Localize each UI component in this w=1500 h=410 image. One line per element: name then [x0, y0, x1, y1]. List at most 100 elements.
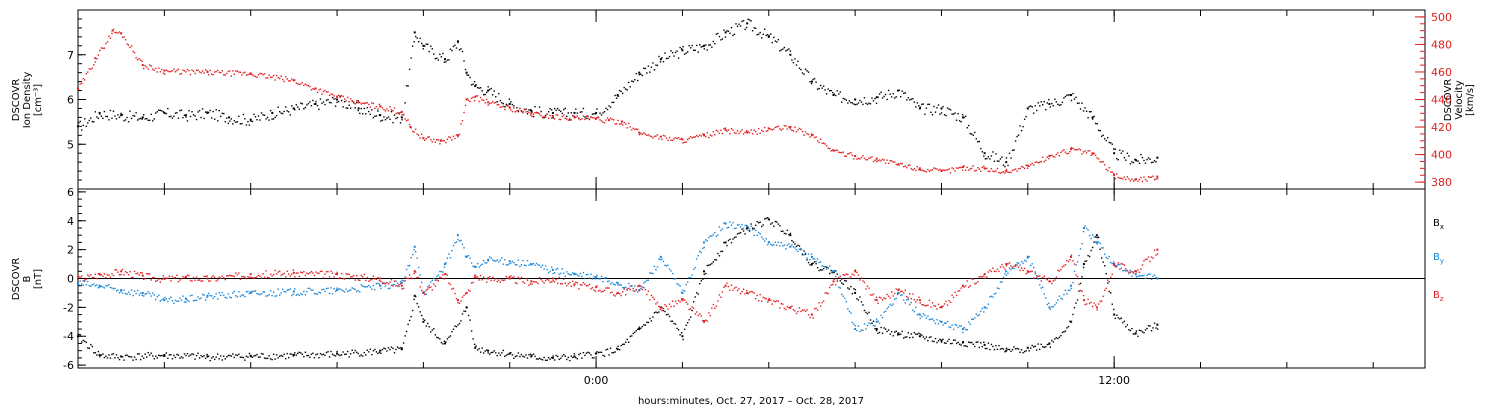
bx-sample	[333, 354, 335, 357]
velocity-sample	[1097, 158, 1100, 160]
velocity-sample	[555, 114, 557, 116]
bz-sample	[274, 269, 276, 272]
velocity-sample	[454, 137, 456, 140]
velocity-sample	[987, 170, 990, 173]
bz-sample	[756, 294, 758, 297]
density-sample	[549, 107, 551, 110]
by-sample	[315, 293, 317, 295]
velocity-sample	[165, 69, 168, 71]
bx-sample	[374, 348, 376, 351]
velocity-sample	[356, 100, 358, 102]
bz-sample	[576, 282, 579, 284]
density-sample	[593, 113, 595, 115]
velocity-sample	[708, 136, 710, 139]
bz-sample	[838, 277, 840, 279]
velocity-sample	[93, 64, 95, 66]
bx-sample	[1099, 248, 1101, 251]
bx-sample	[708, 264, 710, 266]
velocity-sample	[670, 139, 672, 141]
density-sample	[147, 119, 149, 122]
velocity-sample	[912, 169, 914, 171]
velocity-point	[163, 69, 166, 72]
bx-sample	[925, 336, 928, 338]
by-sample	[1125, 270, 1127, 272]
density-sample	[555, 109, 557, 112]
bx-sample	[393, 352, 396, 354]
by-sample	[189, 295, 192, 297]
density-point	[120, 114, 123, 117]
bz-sample	[789, 307, 792, 309]
by-sample	[404, 276, 406, 278]
density-sample	[896, 89, 899, 92]
by-sample	[952, 328, 955, 331]
density-sample	[434, 57, 437, 60]
density-sample	[360, 107, 362, 110]
bx-sample	[498, 352, 500, 354]
velocity-sample	[665, 137, 668, 139]
density-sample	[818, 87, 820, 90]
density-sample	[812, 78, 814, 81]
by-sample	[1039, 284, 1041, 286]
bz-point	[413, 270, 416, 273]
bx-sample	[1022, 352, 1024, 354]
density-sample	[662, 60, 665, 63]
velocity-sample	[482, 99, 485, 102]
velocity-sample	[427, 136, 429, 138]
bz-sample	[762, 296, 764, 299]
velocity-sample	[830, 150, 832, 152]
bz-sample	[517, 276, 520, 278]
bx-sample	[1146, 327, 1148, 330]
by-sample	[1113, 261, 1115, 263]
velocity-sample	[700, 135, 702, 137]
bz-sample	[461, 296, 464, 298]
bx-sample	[597, 351, 600, 354]
bx-sample	[655, 311, 657, 313]
velocity-sample	[346, 96, 349, 99]
velocity-sample	[78, 89, 80, 91]
density-sample	[260, 112, 263, 114]
bx-sample	[936, 341, 938, 344]
by-sample	[93, 283, 95, 285]
velocity-sample	[715, 129, 718, 132]
velocity-point	[206, 70, 209, 73]
bx-sample	[294, 352, 296, 354]
velocity-sample	[567, 119, 569, 121]
by-sample	[887, 306, 890, 308]
bx-sample	[946, 340, 949, 342]
velocity-sample	[383, 108, 385, 111]
by-sample	[343, 291, 346, 293]
velocity-sample	[99, 49, 101, 52]
density-sample	[543, 117, 545, 119]
density-sample	[895, 96, 897, 98]
density-sample	[343, 100, 346, 103]
bx-sample	[910, 333, 912, 335]
bx-sample	[570, 355, 573, 357]
velocity-sample	[1119, 177, 1121, 179]
bx-sample	[114, 357, 116, 359]
bz-sample	[751, 291, 754, 293]
by-sample	[538, 264, 541, 267]
bx-sample	[851, 292, 854, 295]
bz-sample	[1001, 263, 1003, 266]
velocity-sample	[277, 77, 279, 79]
bz-sample	[694, 313, 696, 315]
velocity-sample	[753, 129, 755, 131]
bx-sample	[691, 309, 693, 312]
density-sample	[469, 76, 471, 79]
density-sample	[142, 114, 145, 116]
density-sample	[250, 120, 252, 122]
by-sample	[470, 262, 473, 264]
bx-sample	[1051, 339, 1053, 342]
by-sample	[99, 286, 101, 288]
bx-sample	[201, 356, 204, 358]
by-sample	[816, 258, 819, 260]
by-sample	[714, 231, 716, 234]
bx-sample	[348, 356, 350, 358]
bx-sample	[176, 353, 178, 356]
by-sample	[729, 221, 731, 223]
bz-sample	[285, 276, 287, 278]
velocity-sample	[739, 130, 742, 133]
by-sample	[495, 260, 497, 262]
density-axis-label: DSCOVRIon Density[cm⁻³]	[11, 72, 44, 129]
